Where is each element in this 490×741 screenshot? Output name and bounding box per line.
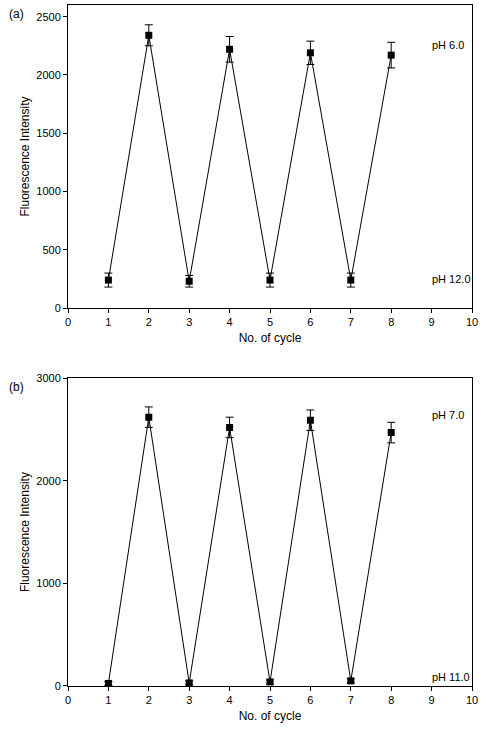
svg-text:2500: 2500	[36, 11, 60, 23]
svg-text:3: 3	[186, 694, 192, 706]
svg-text:0: 0	[65, 694, 71, 706]
svg-text:pH 7.0: pH 7.0	[432, 409, 464, 421]
svg-text:9: 9	[429, 316, 435, 328]
svg-text:6: 6	[307, 694, 313, 706]
svg-text:10: 10	[466, 694, 478, 706]
svg-text:7: 7	[348, 316, 354, 328]
svg-text:(a): (a)	[9, 7, 24, 21]
svg-text:5: 5	[267, 694, 273, 706]
svg-text:(b): (b)	[9, 380, 24, 394]
svg-text:Fluorescence Intensity: Fluorescence Intensity	[18, 96, 32, 216]
svg-text:0: 0	[65, 316, 71, 328]
svg-text:6: 6	[307, 316, 313, 328]
svg-text:No. of cycle: No. of cycle	[239, 709, 302, 723]
svg-text:7: 7	[348, 694, 354, 706]
svg-text:1: 1	[105, 694, 111, 706]
svg-text:Fluorescence Intensity: Fluorescence Intensity	[18, 472, 32, 592]
svg-text:2000: 2000	[36, 475, 60, 487]
svg-text:1: 1	[105, 316, 111, 328]
svg-text:pH 12.0: pH 12.0	[432, 273, 471, 285]
svg-text:4: 4	[227, 694, 233, 706]
svg-text:500: 500	[42, 244, 60, 256]
svg-text:pH 11.0: pH 11.0	[432, 671, 470, 683]
svg-text:1500: 1500	[36, 127, 60, 139]
svg-text:8: 8	[388, 694, 394, 706]
svg-text:No. of cycle: No. of cycle	[239, 331, 302, 345]
svg-text:0: 0	[55, 302, 61, 314]
svg-text:3: 3	[186, 316, 192, 328]
svg-text:3000: 3000	[36, 372, 60, 384]
svg-text:pH 6.0: pH 6.0	[432, 39, 464, 51]
svg-text:2000: 2000	[36, 69, 60, 81]
svg-text:9: 9	[429, 694, 435, 706]
svg-text:4: 4	[227, 316, 233, 328]
svg-text:10: 10	[466, 316, 478, 328]
svg-text:0: 0	[55, 680, 61, 692]
svg-text:5: 5	[267, 316, 273, 328]
svg-text:1000: 1000	[36, 577, 60, 589]
svg-text:1000: 1000	[36, 185, 60, 197]
svg-text:2: 2	[146, 316, 152, 328]
svg-text:2: 2	[146, 694, 152, 706]
svg-text:8: 8	[388, 316, 394, 328]
